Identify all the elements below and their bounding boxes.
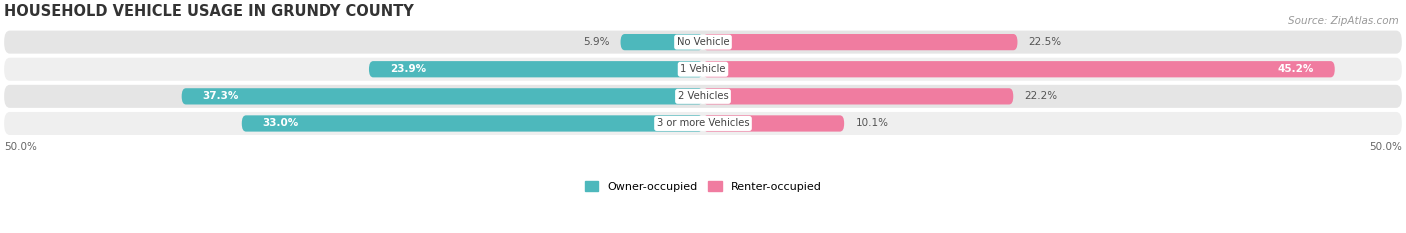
Text: 37.3%: 37.3% bbox=[202, 91, 239, 101]
Text: Source: ZipAtlas.com: Source: ZipAtlas.com bbox=[1288, 16, 1399, 26]
Text: 5.9%: 5.9% bbox=[583, 37, 609, 47]
FancyBboxPatch shape bbox=[620, 34, 703, 50]
Text: HOUSEHOLD VEHICLE USAGE IN GRUNDY COUNTY: HOUSEHOLD VEHICLE USAGE IN GRUNDY COUNTY bbox=[4, 4, 413, 19]
Text: 22.2%: 22.2% bbox=[1025, 91, 1057, 101]
Text: 10.1%: 10.1% bbox=[855, 118, 889, 128]
Legend: Owner-occupied, Renter-occupied: Owner-occupied, Renter-occupied bbox=[581, 177, 825, 196]
Text: 2 Vehicles: 2 Vehicles bbox=[678, 91, 728, 101]
FancyBboxPatch shape bbox=[181, 88, 703, 104]
FancyBboxPatch shape bbox=[703, 115, 844, 132]
FancyBboxPatch shape bbox=[4, 31, 1402, 54]
Text: 23.9%: 23.9% bbox=[389, 64, 426, 74]
FancyBboxPatch shape bbox=[703, 34, 1018, 50]
Text: 1 Vehicle: 1 Vehicle bbox=[681, 64, 725, 74]
FancyBboxPatch shape bbox=[4, 58, 1402, 81]
Text: No Vehicle: No Vehicle bbox=[676, 37, 730, 47]
FancyBboxPatch shape bbox=[703, 61, 1334, 77]
Text: 50.0%: 50.0% bbox=[4, 142, 37, 152]
FancyBboxPatch shape bbox=[4, 85, 1402, 108]
FancyBboxPatch shape bbox=[368, 61, 703, 77]
Text: 50.0%: 50.0% bbox=[1369, 142, 1402, 152]
FancyBboxPatch shape bbox=[4, 112, 1402, 135]
Text: 3 or more Vehicles: 3 or more Vehicles bbox=[657, 118, 749, 128]
Text: 33.0%: 33.0% bbox=[263, 118, 299, 128]
FancyBboxPatch shape bbox=[242, 115, 703, 132]
Text: 22.5%: 22.5% bbox=[1029, 37, 1062, 47]
FancyBboxPatch shape bbox=[703, 88, 1014, 104]
Text: 45.2%: 45.2% bbox=[1278, 64, 1313, 74]
